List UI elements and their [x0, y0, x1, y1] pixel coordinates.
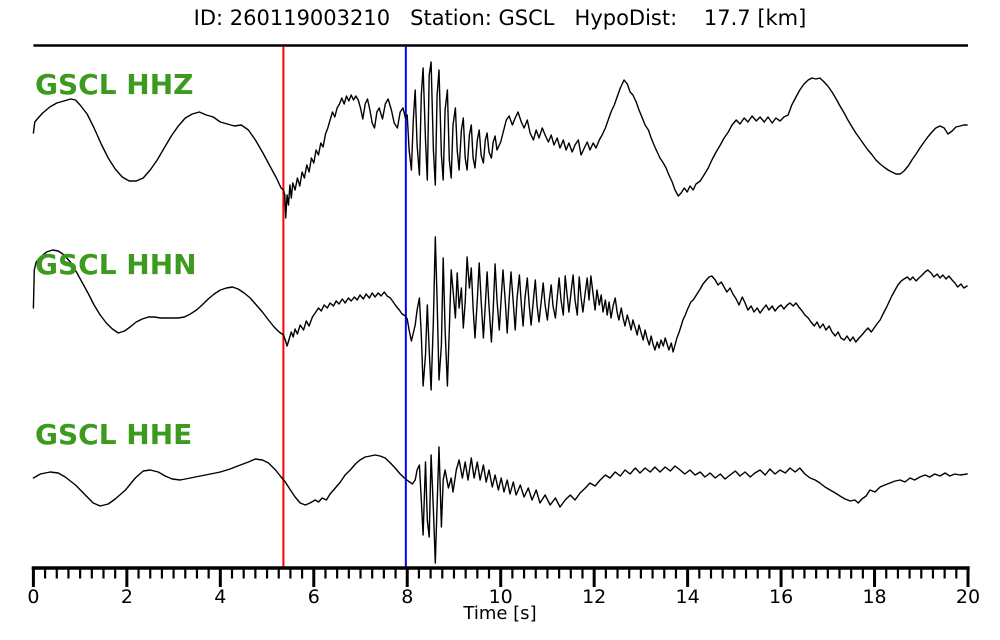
trace-label-hhe: GSCL HHE	[35, 418, 193, 451]
x-tick-label: 10	[489, 586, 513, 608]
x-tick-label: 8	[401, 586, 413, 608]
x-tick-label: 4	[214, 586, 226, 608]
x-tick-label: 16	[769, 586, 793, 608]
x-tick-label: 6	[308, 586, 320, 608]
waveform-hhz	[32, 61, 968, 219]
x-tick-label: 2	[121, 586, 133, 608]
trace-label-hhz: GSCL HHZ	[35, 68, 194, 101]
waveform-hhn	[32, 236, 968, 391]
x-tick-label: 0	[27, 586, 39, 608]
x-tick-label: 14	[676, 586, 700, 608]
x-tick-label: 12	[582, 586, 606, 608]
waveform-hhe	[32, 446, 968, 564]
x-axis-title: Time [s]	[463, 603, 537, 624]
figure-title: ID: 260119003210 Station: GSCL HypoDist:…	[193, 6, 807, 30]
x-tick-label: 18	[862, 586, 886, 608]
trace-label-hhn: GSCL HHN	[35, 248, 197, 281]
x-tick-label: 20	[956, 586, 980, 608]
